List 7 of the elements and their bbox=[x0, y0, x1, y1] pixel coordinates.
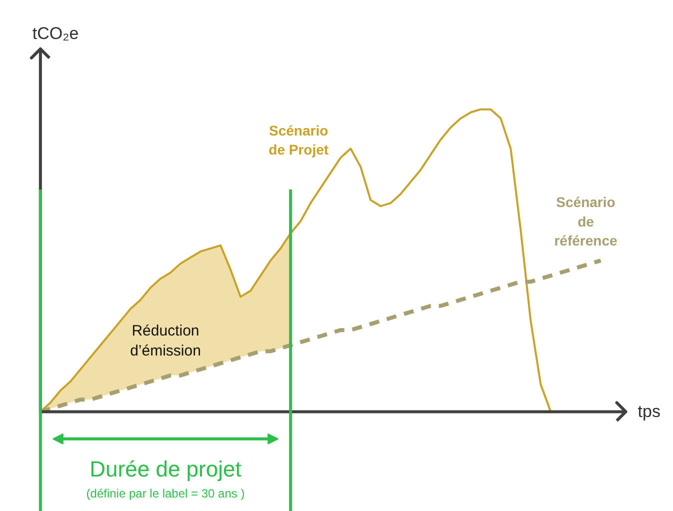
series-label: Scénario de Projet bbox=[268, 122, 329, 158]
annotation: Réduction d’émission bbox=[130, 322, 201, 360]
series-label: Scénario de référence bbox=[554, 194, 618, 249]
y-axis-title: tCO₂e bbox=[32, 24, 79, 43]
x-axis-title: tps bbox=[638, 402, 660, 422]
text: (définie par le label = 30 ans ) bbox=[86, 486, 245, 500]
text: Durée de projet bbox=[90, 456, 242, 482]
